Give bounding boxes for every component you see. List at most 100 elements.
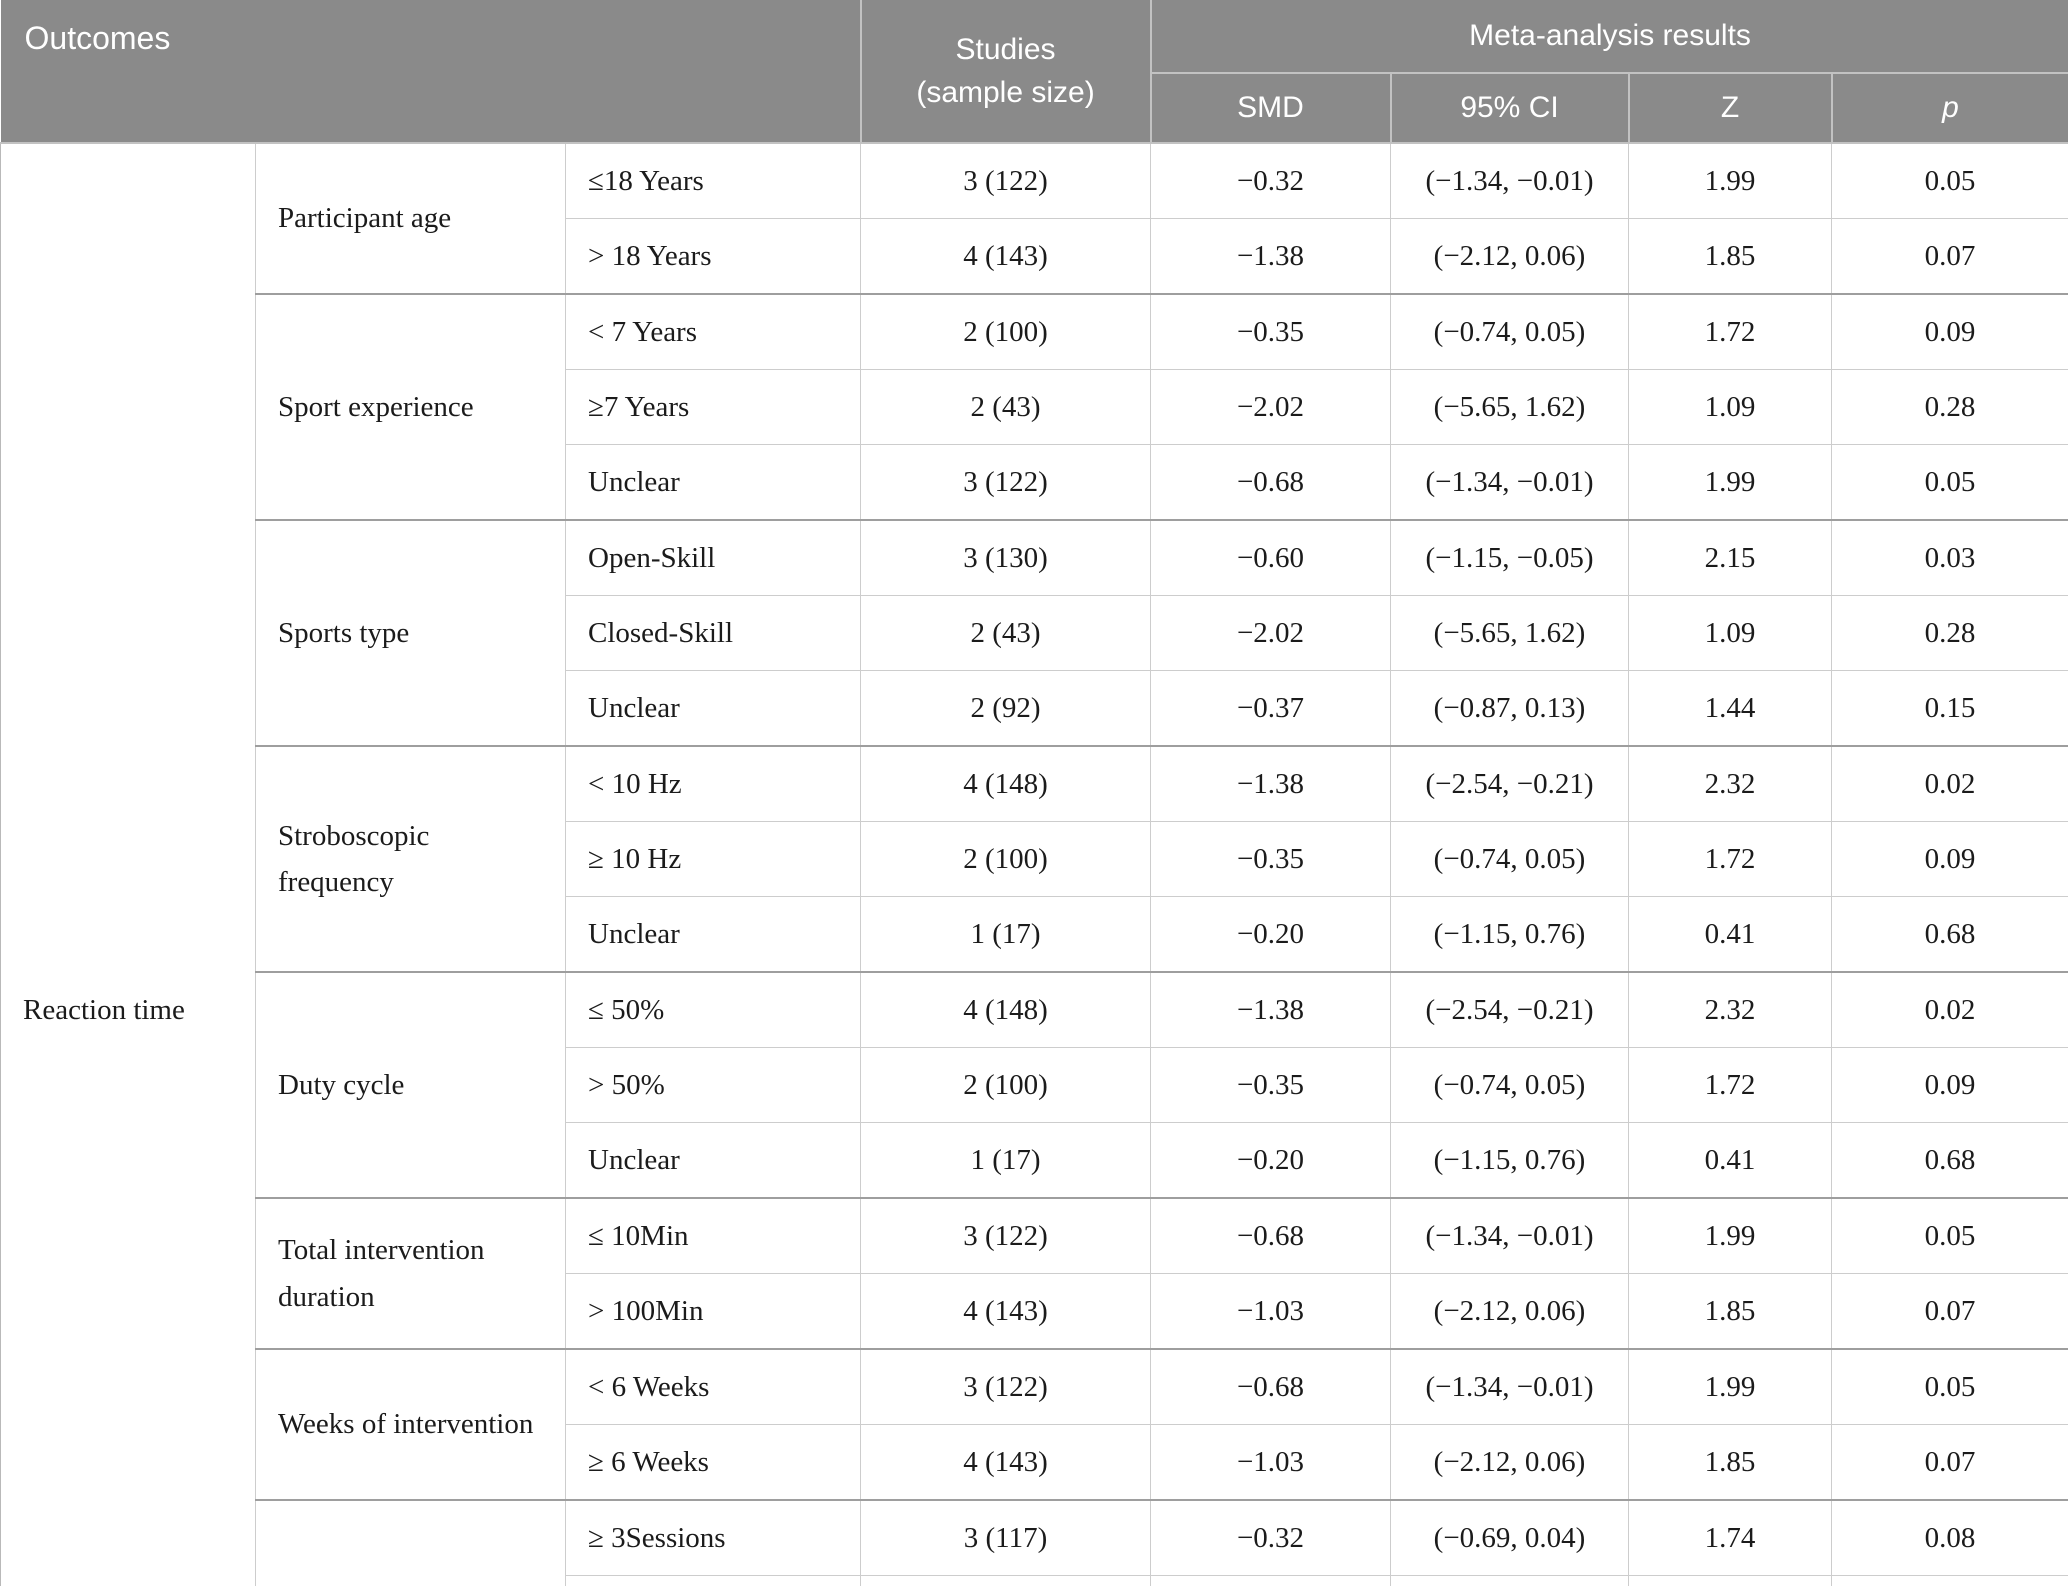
ci-cell: (−1.34, −0.01) — [1390, 142, 1630, 219]
studies-cell: 3 (122) — [860, 1197, 1152, 1274]
table-row: ≤ 2Sessions1 (26)−3.90(−5.29, −2.52)5.52… — [1, 1575, 2068, 1586]
subgroup-level-cell: Unclear — [564, 670, 862, 747]
subgroup-level-cell: ≤18 Years — [564, 142, 862, 219]
table-row: Unclear 1 (17) −0.20 (−1.15, 0.76) 0.41 0.68 — [1, 1122, 2068, 1199]
table-row: Duty cycle ≤ 50% 4 (148) −1.38 (−2.54, −0.21… — [1, 971, 2068, 1199]
z-cell: 1.72 — [1628, 1047, 1833, 1123]
table-row: Unclear 1 (17) −0.20 (−1.15, 0.76) 0.41 0.68 — [1, 896, 2068, 973]
subgroup-category-cell: Total intervention duration — [255, 1197, 566, 1350]
ci-cell: (−2.54, −0.21) — [1390, 745, 1630, 822]
ci-cell: (−5.65, 1.62) — [1390, 595, 1630, 671]
studies-cell: 1 (17) — [860, 1122, 1152, 1199]
ci-cell: (−1.15, 0.76) — [1390, 1122, 1630, 1199]
studies-cell: 3 (122) — [860, 142, 1152, 219]
ci-cell: (−2.12, 0.06) — [1390, 1273, 1630, 1350]
p-cell: 0.02 — [1831, 971, 2068, 1048]
table-header: Outcomes Studies (sample size) Meta-anal… — [0, 0, 2068, 144]
table-row: > 100Min 4 (143) −1.03 (−2.12, 0.06) 1.85 0.0… — [1, 1273, 2068, 1350]
studies-cell: 4 (143) — [860, 1273, 1152, 1350]
p-cell: 0.07 — [1831, 1273, 2068, 1350]
subgroup-level-cell: ≤ 50% — [564, 971, 862, 1048]
table-row: Unclear 2 (92) −0.37 (−0.87, 0.13) 1.44 0.15 — [1, 670, 2068, 747]
ci-cell: (−2.54, −0.21) — [1390, 971, 1630, 1048]
p-cell: 0.05 — [1831, 444, 2068, 521]
table-row: Sport experience < 7 Years 2 (100) −0.35 (−0… — [1, 293, 2068, 521]
ci-cell: (−2.12, 0.06) — [1390, 218, 1630, 295]
z-cell: 0.41 — [1628, 896, 1833, 973]
ci-cell: (−0.74, 0.05) — [1390, 293, 1630, 370]
studies-cell: 3 (122) — [860, 444, 1152, 521]
smd-cell: −1.38 — [1150, 745, 1392, 822]
studies-cell: 3 (117) — [860, 1499, 1152, 1576]
table-row: > 18 Years 4 (143) −1.38 (−2.12, 0.06) 1.85 0… — [1, 218, 2068, 295]
z-cell: 2.32 — [1628, 971, 1833, 1048]
subgroup-level-cell: ≤ 10Min — [564, 1197, 862, 1274]
p-cell: 0.07 — [1831, 1424, 2068, 1501]
table-row: Total intervention duration ≤ 10Min 3 (122… — [1, 1197, 2068, 1350]
header-studies-line1: Studies — [955, 32, 1056, 66]
table-row: ≥ 10 Hz 2 (100) −0.35 (−0.74, 0.05) 1.72 0.09 — [1, 821, 2068, 897]
p-cell: 0.15 — [1831, 670, 2068, 747]
smd-cell: −0.20 — [1150, 896, 1392, 973]
p-cell: 0.05 — [1831, 1348, 2068, 1425]
z-cell: 1.99 — [1628, 444, 1833, 521]
p-cell: 0.68 — [1831, 896, 2068, 973]
ci-cell: (−1.34, −0.01) — [1390, 1197, 1630, 1274]
studies-cell: 2 (43) — [860, 595, 1152, 671]
subgroup-level-cell: Closed-Skill — [564, 595, 862, 671]
ci-cell: (−1.34, −0.01) — [1390, 444, 1630, 521]
p-cell: 0.28 — [1831, 369, 2068, 445]
subgroup-level-cell: Open-Skill — [564, 519, 862, 596]
subgroup-level-cell: ≥ 6 Weeks — [564, 1424, 862, 1501]
table-row: ≥ 6 Weeks 4 (143) −1.03 (−2.12, 0.06) 1.85 0.… — [1, 1424, 2068, 1501]
subgroup-level-cell: Unclear — [564, 896, 862, 973]
z-cell: 1.99 — [1628, 142, 1833, 219]
smd-cell: −0.60 — [1150, 519, 1392, 596]
header-cell-studies: Studies (sample size) — [859, 0, 1152, 144]
subgroup-level-cell: Unclear — [564, 444, 862, 521]
p-cell: 0.68 — [1831, 1122, 2068, 1199]
subgroup-category-cell: Stroboscopic frequency — [255, 745, 566, 973]
subgroup-level-cell: ≥7 Years — [564, 369, 862, 445]
p-cell: 0.28 — [1831, 595, 2068, 671]
subgroup-category-cell: Sports type — [255, 519, 566, 747]
z-cell: 1.99 — [1628, 1197, 1833, 1274]
z-cell: 1.85 — [1628, 218, 1833, 295]
subgroup-level-cell: ≥ 10 Hz — [564, 821, 862, 897]
subgroup-level-cell: ≥ 3Sessions — [564, 1499, 862, 1576]
subgroup-level-cell: > 18 Years — [564, 218, 862, 295]
smd-cell: −0.32 — [1150, 1499, 1392, 1576]
ci-cell: (−1.15, −0.05) — [1390, 519, 1630, 596]
smd-cell: −0.37 — [1150, 670, 1392, 747]
smd-cell: −1.38 — [1150, 971, 1392, 1048]
smd-cell: −0.68 — [1150, 1348, 1392, 1425]
ci-cell: (−5.65, 1.62) — [1390, 369, 1630, 445]
p-cell: <0.001 — [1831, 1575, 2068, 1586]
smd-cell: −0.35 — [1150, 1047, 1392, 1123]
studies-cell: 2 (92) — [860, 670, 1152, 747]
studies-cell: 4 (143) — [860, 1424, 1152, 1501]
ci-cell: (−0.69, 0.04) — [1390, 1499, 1630, 1576]
studies-cell: 1 (17) — [860, 896, 1152, 973]
p-cell: 0.08 — [1831, 1499, 2068, 1576]
z-cell: 1.85 — [1628, 1424, 1833, 1501]
studies-cell: 2 (100) — [860, 1047, 1152, 1123]
subgroup-level-cell: Unclear — [564, 1122, 862, 1199]
p-cell: 0.09 — [1831, 293, 2068, 370]
p-cell: 0.05 — [1831, 1197, 2068, 1274]
studies-cell: 4 (148) — [860, 745, 1152, 822]
smd-cell: −0.32 — [1150, 142, 1392, 219]
studies-cell: 1 (26) — [860, 1575, 1152, 1586]
table-row: > 50% 2 (100) −0.35 (−0.74, 0.05) 1.72 0.09 — [1, 1047, 2068, 1123]
subgroup-level-cell: < 6 Weeks — [564, 1348, 862, 1425]
subgroup-level-cell: > 100Min — [564, 1273, 862, 1350]
table-row: Reaction time Participant age ≤18 Years 3 (… — [0, 142, 2068, 1586]
z-cell: 1.85 — [1628, 1273, 1833, 1350]
ci-cell: (−0.74, 0.05) — [1390, 1047, 1630, 1123]
header-cell-meta-analysis-results: Meta-analysis results — [1149, 0, 2068, 74]
ci-cell: (−5.29, −2.52) — [1390, 1575, 1630, 1586]
ci-cell: (−1.34, −0.01) — [1390, 1348, 1630, 1425]
studies-cell: 3 (122) — [860, 1348, 1152, 1425]
